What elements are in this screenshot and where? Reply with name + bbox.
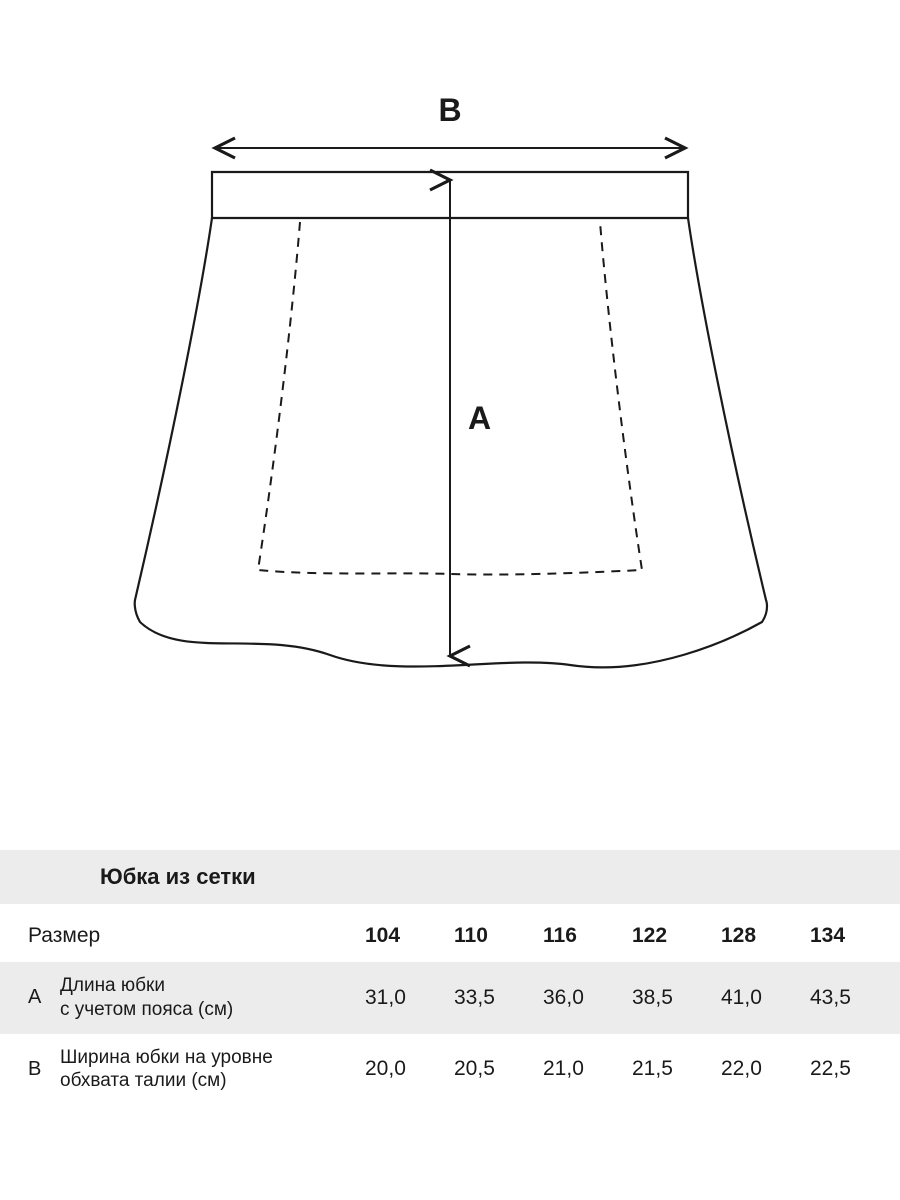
size-col-4: 128 <box>721 924 810 948</box>
cell: 36,0 <box>543 986 632 1010</box>
row-letter: B <box>0 1058 60 1081</box>
size-col-5: 134 <box>810 924 899 948</box>
row-desc: Длина юбки с учетом пояса (см) <box>60 974 365 1022</box>
row-desc: Ширина юбки на уровне обхвата талии (см) <box>60 1046 365 1094</box>
cell: 43,5 <box>810 986 899 1010</box>
size-col-1: 110 <box>454 924 543 948</box>
row-desc-line: Длина юбки <box>60 975 165 996</box>
size-label: Размер <box>0 924 365 948</box>
size-col-2: 116 <box>543 924 632 948</box>
cell: 38,5 <box>632 986 721 1010</box>
size-col-3: 122 <box>632 924 721 948</box>
cell: 22,0 <box>721 1057 810 1081</box>
skirt-diagram <box>0 100 900 720</box>
row-desc-line: Ширина юбки на уровне <box>60 1047 273 1068</box>
table-row: A Длина юбки с учетом пояса (см) 31,0 33… <box>0 962 900 1034</box>
cell: 21,0 <box>543 1057 632 1081</box>
table-header-row: Размер 104 110 116 122 128 134 <box>0 904 900 962</box>
cell: 20,0 <box>365 1057 454 1081</box>
size-col-0: 104 <box>365 924 454 948</box>
table-title: Юбка из сетки <box>0 850 900 904</box>
cell: 21,5 <box>632 1057 721 1081</box>
cell: 41,0 <box>721 986 810 1010</box>
size-table: Юбка из сетки Размер 104 110 116 122 128… <box>0 850 900 1105</box>
cell: 33,5 <box>454 986 543 1010</box>
cell: 22,5 <box>810 1057 899 1081</box>
row-desc-line: с учетом пояса (см) <box>60 999 233 1020</box>
row-letter: A <box>0 986 60 1009</box>
row-desc-line: обхвата талии (см) <box>60 1070 227 1091</box>
table-row: B Ширина юбки на уровне обхвата талии (с… <box>0 1034 900 1106</box>
cell: 31,0 <box>365 986 454 1010</box>
cell: 20,5 <box>454 1057 543 1081</box>
